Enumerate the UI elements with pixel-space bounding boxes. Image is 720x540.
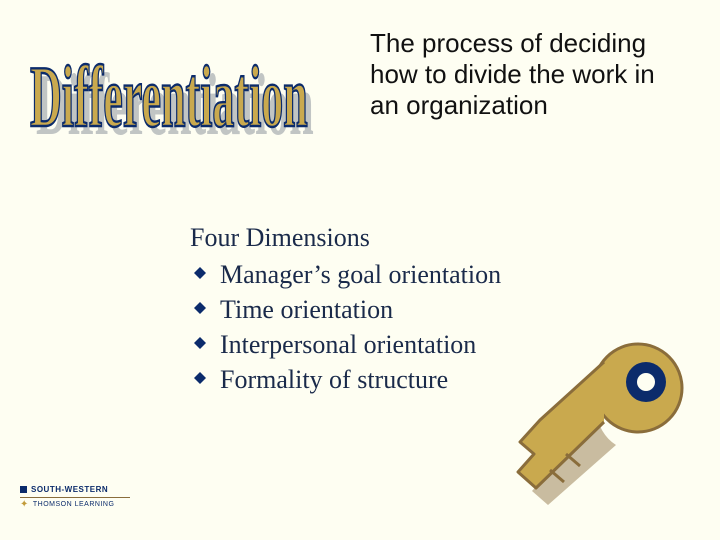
wordart-text: Differentiation bbox=[30, 49, 308, 146]
list-item: Manager’s goal orientation bbox=[190, 257, 590, 292]
divider bbox=[20, 497, 130, 498]
dimensions-heading: Four Dimensions bbox=[190, 220, 590, 255]
diamond-bullet-icon bbox=[194, 372, 206, 384]
wordart-title: Differentiation Differentiation bbox=[30, 30, 330, 150]
slide: Differentiation Differentiation The proc… bbox=[0, 0, 720, 540]
list-item-label: Formality of structure bbox=[220, 365, 448, 394]
diamond-bullet-icon bbox=[194, 337, 206, 349]
diamond-bullet-icon bbox=[194, 302, 206, 314]
list-item-label: Manager’s goal orientation bbox=[220, 260, 501, 289]
list-item-label: Time orientation bbox=[220, 295, 393, 324]
list-item-label: Interpersonal orientation bbox=[220, 330, 476, 359]
publisher-name-2: THOMSON LEARNING bbox=[33, 501, 115, 508]
diamond-bullet-icon bbox=[194, 267, 206, 279]
definition-text: The process of deciding how to divide th… bbox=[370, 28, 680, 122]
square-icon bbox=[20, 486, 27, 493]
list-item: Time orientation bbox=[190, 292, 590, 327]
publisher-line2: ✦ THOMSON LEARNING bbox=[20, 501, 140, 508]
key-icon bbox=[500, 330, 700, 510]
star-icon: ✦ bbox=[20, 501, 29, 508]
publisher-name-1: SOUTH-WESTERN bbox=[31, 485, 108, 494]
publisher-line1: SOUTH-WESTERN bbox=[20, 485, 140, 494]
publisher-logo: SOUTH-WESTERN ✦ THOMSON LEARNING bbox=[20, 485, 140, 525]
